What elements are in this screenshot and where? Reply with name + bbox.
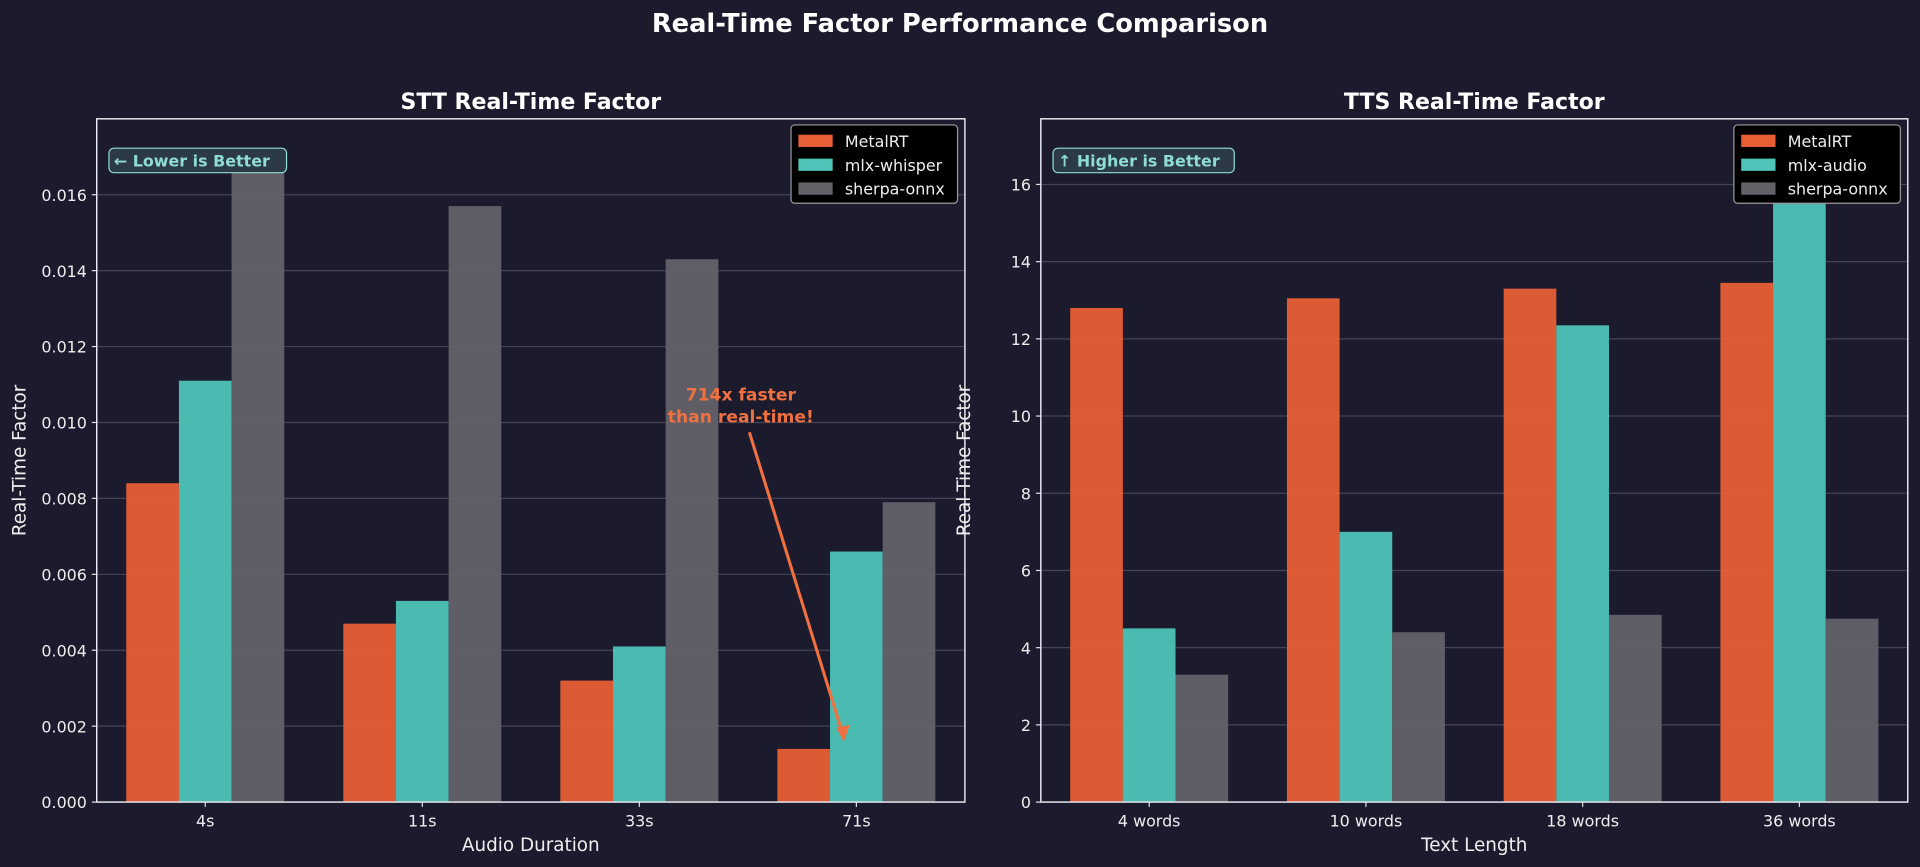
x-tick-label: 18 words [1546, 812, 1619, 831]
bar-MetalRT-18words [1503, 288, 1557, 803]
legend-label: sherpa-onnx [1788, 180, 1888, 199]
y-tick-label: 0.002 [41, 717, 87, 736]
badge-text: ↑ Higher is Better [1058, 152, 1220, 171]
y-tick-label: 8 [1021, 484, 1031, 503]
bar-sherpa-onnx-4words [1175, 674, 1229, 803]
legend-label: MetalRT [845, 132, 909, 151]
legend-swatch [798, 134, 833, 147]
y-tick-label: 10 [1011, 407, 1031, 426]
bar-MetalRT-4words [1070, 307, 1123, 803]
y-tick-label: 2 [1021, 716, 1031, 735]
figure-title: Real-Time Factor Performance Comparison [652, 9, 1268, 39]
legend-swatch [1741, 134, 1776, 147]
bar-MetalRT-10words [1286, 298, 1340, 803]
y-tick-label: 0.000 [41, 793, 87, 812]
bar-sherpa-onnx-36words [1825, 618, 1879, 803]
y-axis-label: Real-Time Factor [10, 384, 31, 536]
bar-MetalRT-4s [126, 483, 179, 803]
bar-MetalRT-11s [343, 623, 396, 803]
bar-mlx-whisper-33s [613, 646, 666, 803]
bar-mlx-audio-36words [1773, 149, 1826, 803]
bar-MetalRT-33s [560, 680, 614, 803]
y-tick-label: 0 [1021, 793, 1031, 812]
annotation-arrow [747, 431, 846, 738]
plot-frame [1040, 118, 1909, 803]
bar-sherpa-onnx-10words [1392, 632, 1445, 803]
y-tick-label: 16 [1011, 176, 1031, 195]
x-tick-label: 4 words [1118, 812, 1181, 831]
x-tick-label: 36 words [1763, 812, 1836, 831]
badge-box [1052, 147, 1235, 174]
arrowhead-icon [836, 724, 850, 743]
chart-panel-1: 0 2 4 6 8 10 12 14 16 4 words 10 words 18 words 36 w… [954, 90, 1909, 856]
bar-mlx-audio-4words [1122, 628, 1176, 803]
legend-label: MetalRT [1788, 132, 1852, 151]
y-tick-label: 4 [1021, 639, 1031, 658]
x-tick-label: 11s [408, 812, 437, 831]
bar-mlx-audio-18words [1556, 325, 1609, 803]
y-tick-label: 0.016 [41, 186, 87, 205]
annotation-text: 714x faster [686, 385, 797, 405]
legend-label: mlx-whisper [845, 156, 943, 175]
badge-text: ← Lower is Better [114, 152, 270, 171]
bar-mlx-whisper-4s [178, 380, 232, 803]
legend-label: mlx-audio [1788, 156, 1867, 175]
annotation-text: than real-time! [668, 407, 814, 427]
y-tick-label: 0.014 [41, 262, 87, 281]
legend-swatch [798, 182, 833, 195]
x-axis-label: Text Length [1420, 835, 1527, 856]
bar-mlx-audio-10words [1339, 531, 1393, 803]
bar-MetalRT-71s [777, 748, 831, 803]
bar-mlx-whisper-11s [395, 600, 449, 803]
y-tick-label: 14 [1011, 253, 1031, 272]
x-tick-label: 71s [842, 812, 871, 831]
legend-swatch [1741, 158, 1776, 171]
legend-swatch [1741, 182, 1776, 195]
y-tick-label: 0.006 [41, 565, 87, 584]
y-tick-label: 6 [1021, 562, 1031, 581]
x-axis-label: Audio Duration [462, 835, 600, 856]
bar-sherpa-onnx-11s [448, 206, 502, 803]
chart-title: TTS Real-Time Factor [1344, 90, 1605, 115]
bar-MetalRT-36words [1720, 282, 1774, 803]
x-tick-label: 10 words [1330, 812, 1403, 831]
y-tick-label: 0.004 [41, 641, 87, 660]
x-tick-label: 33s [625, 812, 654, 831]
badge-box [108, 147, 288, 174]
bar-sherpa-onnx-33s [665, 259, 719, 803]
bar-mlx-whisper-71s [830, 551, 883, 803]
plot-frame [96, 118, 966, 803]
x-tick-label: 4s [196, 812, 214, 831]
legend-label: sherpa-onnx [845, 180, 945, 199]
y-axis-label: Real-Time Factor [954, 384, 975, 536]
y-tick-label: 0.008 [41, 490, 87, 509]
bar-sherpa-onnx-71s [882, 502, 936, 803]
bar-sherpa-onnx-4s [231, 152, 285, 803]
chart-panel-0: 0.000 0.002 0.004 0.006 0.008 0.010 0.012 0.014… [10, 90, 966, 856]
chart-title: STT Real-Time Factor [400, 90, 661, 115]
legend-swatch [798, 158, 833, 171]
bar-sherpa-onnx-18words [1608, 614, 1662, 803]
y-tick-label: 0.012 [41, 338, 87, 357]
y-tick-label: 12 [1011, 330, 1031, 349]
y-tick-label: 0.010 [41, 414, 87, 433]
